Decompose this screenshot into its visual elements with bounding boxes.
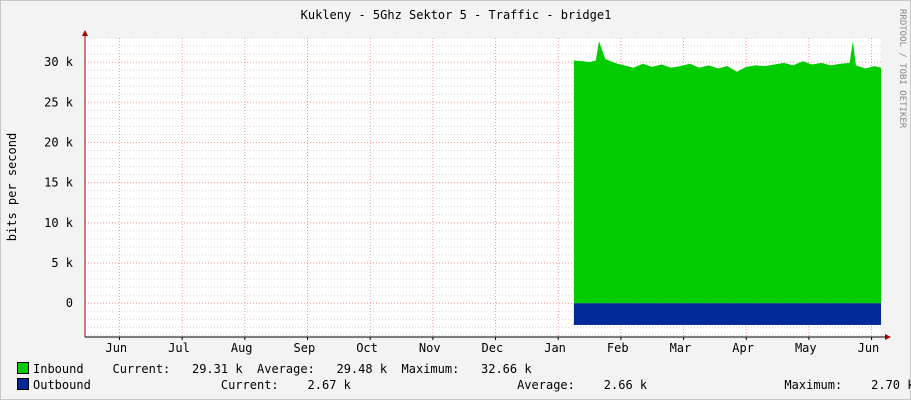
inbound-maximum: 32.66 k: [481, 362, 532, 376]
y-tick-label: 0: [66, 296, 73, 310]
y-axis-arrow: [82, 30, 88, 36]
y-axis-label: bits per second: [5, 133, 19, 241]
series-layer: [573, 41, 881, 325]
x-tick-label: May: [795, 341, 817, 355]
outbound-maximum: 2.70 k: [871, 378, 911, 392]
x-tick-label: Nov: [419, 341, 441, 355]
inbound-average: 29.48 k: [336, 362, 388, 376]
x-tick-label: Aug: [231, 341, 253, 355]
x-tick-label: Jun: [858, 341, 880, 355]
x-tick-label: Mar: [670, 341, 692, 355]
legend-outbound: Outbound Current: 2.67 k Average: 2.66 k…: [17, 378, 911, 392]
chart-title: Kukleny - 5Ghz Sektor 5 - Traffic - brid…: [301, 8, 612, 22]
x-tick-label: Sep: [294, 341, 316, 355]
y-tick-labels: 0 5 k 10 k 15 k 20 k 25 k 30 k: [44, 55, 74, 310]
inbound-current: 29.31 k: [191, 362, 243, 376]
y-tick-label: 10 k: [44, 216, 74, 230]
inbound-current-label: Current:: [112, 362, 171, 376]
inbound-name: Inbound: [33, 362, 84, 376]
axes: [82, 30, 891, 340]
outbound-average: 2.66 k: [603, 378, 648, 392]
x-tick-label: Oct: [356, 341, 378, 355]
x-tick-label: Apr: [732, 341, 754, 355]
x-tick-label: Jan: [544, 341, 566, 355]
x-tick-label: Jul: [168, 341, 190, 355]
x-tick-label: Dec: [482, 341, 504, 355]
outbound-current: 2.67 k: [307, 378, 351, 392]
outbound-name: Outbound: [33, 378, 91, 392]
inbound-area: [573, 41, 881, 304]
x-tick-label: Feb: [607, 341, 629, 355]
rrdtool-watermark: RRDTOOL / TOBI OETIKER: [897, 9, 907, 129]
x-axis-arrow: [885, 334, 891, 340]
y-tick-label: 5 k: [51, 256, 73, 270]
inbound-average-label: Average:: [257, 362, 315, 376]
y-tick-label: 20 k: [44, 135, 74, 149]
outbound-current-label: Current:: [220, 378, 279, 392]
outbound-area: [573, 303, 881, 325]
outbound-average-label: Average:: [517, 378, 575, 392]
x-tick-label: Jun: [105, 341, 127, 355]
outbound-maximum-label: Maximum:: [784, 378, 843, 392]
inbound-maximum-label: Maximum:: [401, 362, 460, 376]
outbound-swatch: [17, 378, 29, 390]
y-tick-label: 15 k: [44, 176, 74, 190]
y-tick-label: 25 k: [44, 95, 74, 109]
inbound-swatch: [17, 362, 29, 374]
legend-inbound: Inbound Current: 29.31 k Average: 29.48 …: [17, 362, 532, 376]
y-tick-label: 30 k: [44, 55, 74, 69]
x-tick-labels: Jun Jul Aug Sep Oct Nov Dec Jan Feb Mar Apr May Jun: [105, 341, 879, 355]
